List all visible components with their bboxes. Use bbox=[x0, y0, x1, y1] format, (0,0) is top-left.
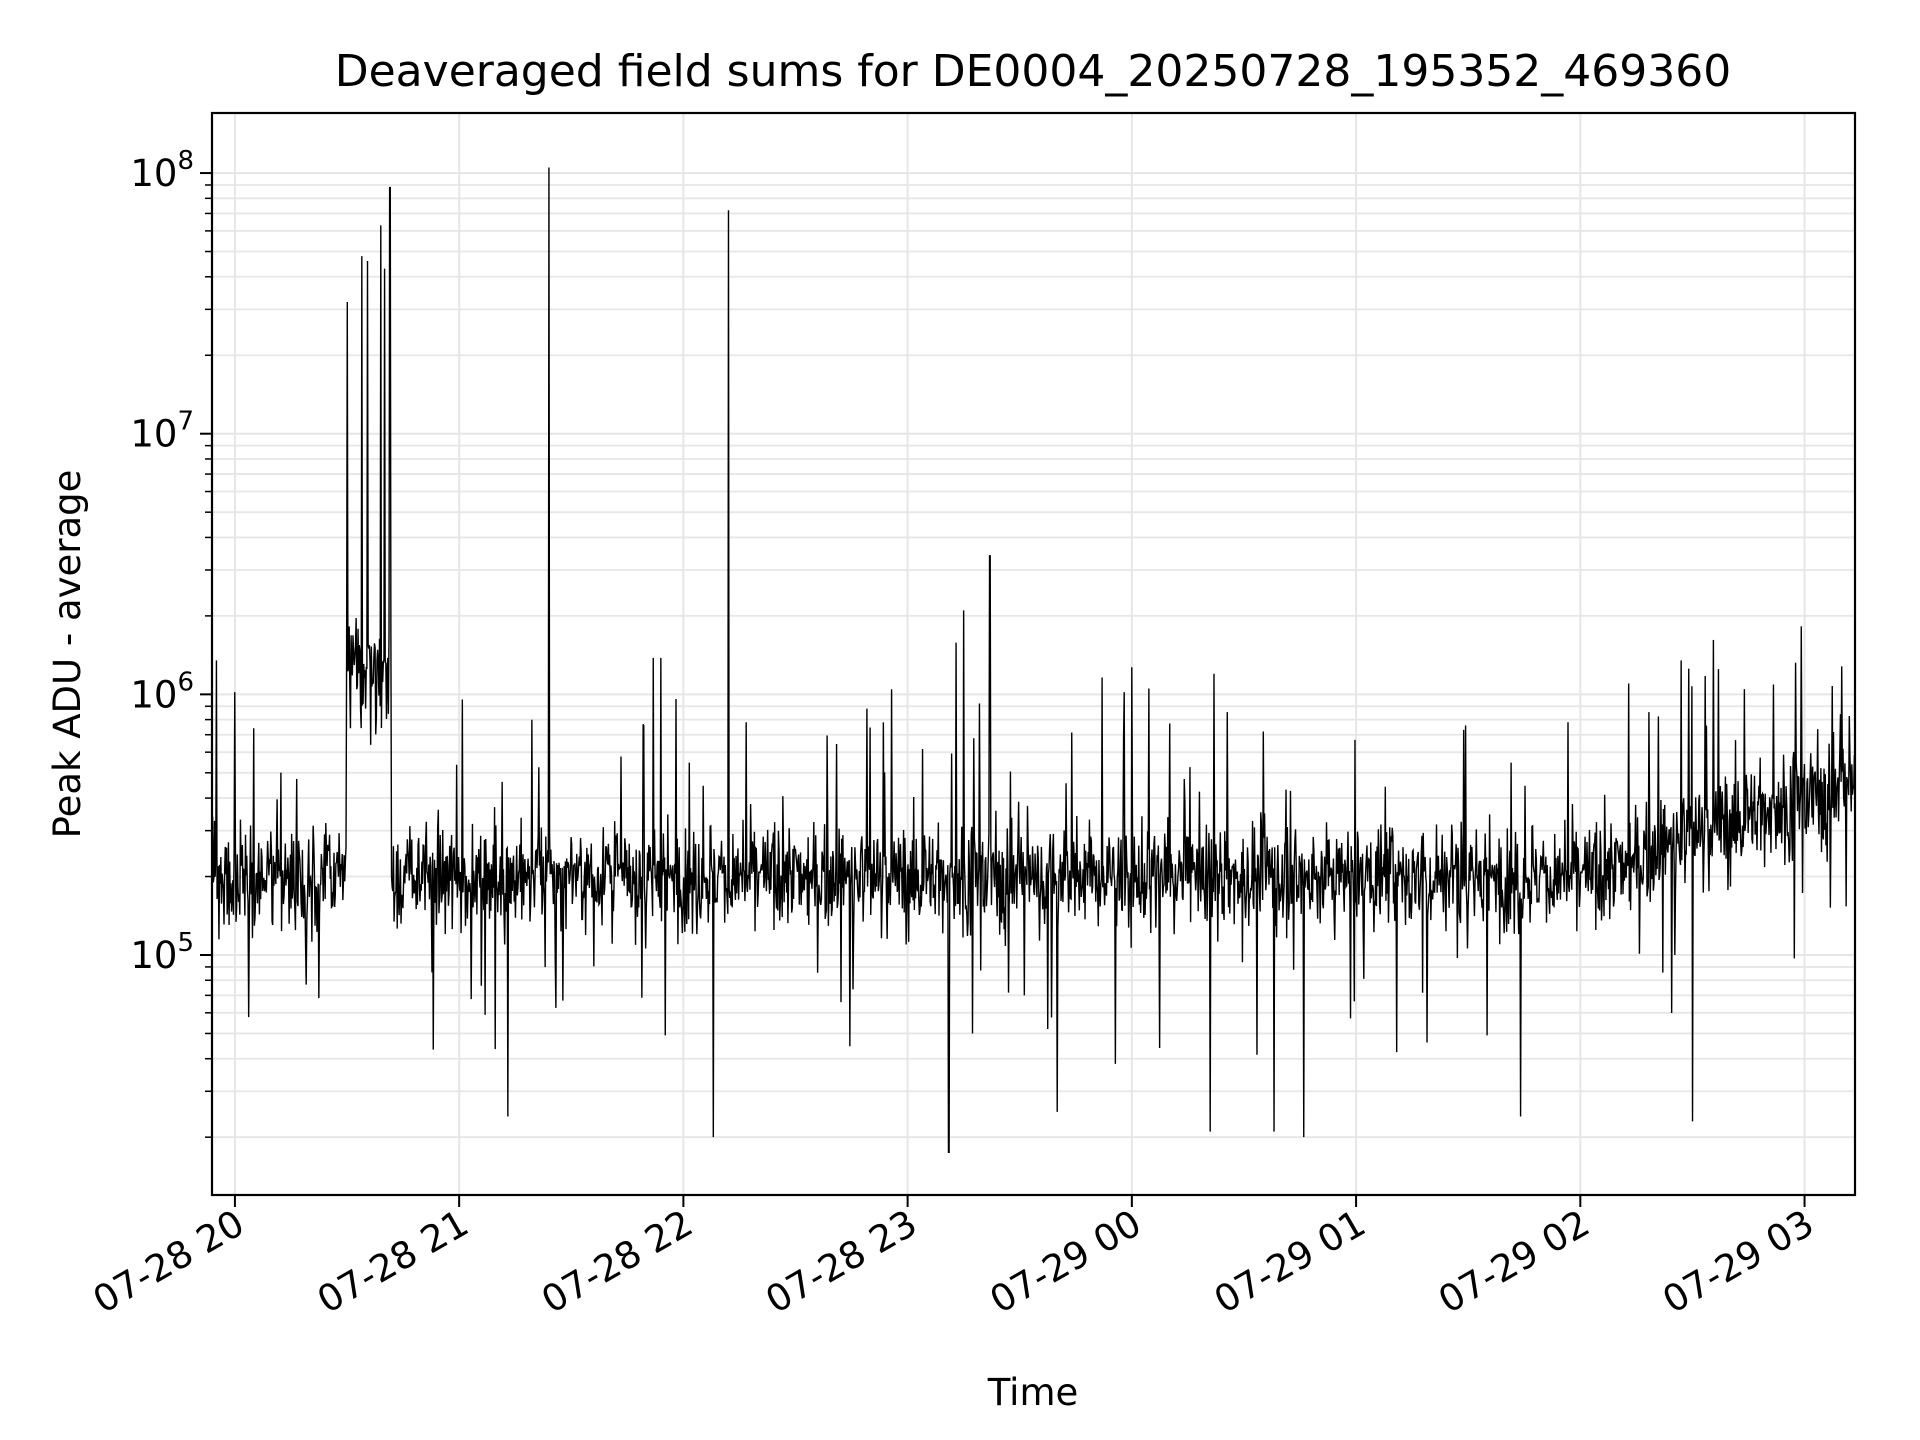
x-tick-label: 07-29 01 bbox=[1207, 1202, 1373, 1322]
y-tick-exponent: 5 bbox=[177, 928, 194, 958]
y-tick-label: 107 bbox=[130, 407, 194, 456]
x-tick-label: 07-29 03 bbox=[1655, 1202, 1821, 1322]
x-tick-label: 07-28 23 bbox=[759, 1202, 925, 1322]
y-tick-base: 10 bbox=[130, 413, 177, 456]
y-tick-label: 106 bbox=[130, 667, 194, 716]
y-tick-base: 10 bbox=[130, 673, 177, 716]
series-layer bbox=[211, 167, 1856, 1153]
plot-frame bbox=[210, 111, 1857, 1197]
x-tick-label: 07-28 22 bbox=[534, 1202, 700, 1322]
series-line bbox=[211, 167, 1856, 1153]
y-tick-exponent: 6 bbox=[177, 667, 194, 697]
y-tick-label: 108 bbox=[130, 146, 194, 195]
y-tick-base: 10 bbox=[130, 152, 177, 195]
chart-title: Deaveraged field sums for DE0004_2025072… bbox=[335, 46, 1732, 97]
y-tick-base: 10 bbox=[130, 934, 177, 977]
x-tick-label: 07-28 20 bbox=[86, 1202, 252, 1322]
y-tick-exponent: 7 bbox=[177, 407, 194, 437]
x-axis-title: Time bbox=[987, 1371, 1079, 1414]
x-tick-label: 07-28 21 bbox=[310, 1202, 476, 1322]
grid-layer bbox=[212, 113, 1855, 1195]
y-axis-title: Peak ADU - average bbox=[46, 470, 89, 839]
y-tick-label: 105 bbox=[130, 928, 194, 977]
y-tick-exponent: 8 bbox=[177, 146, 194, 176]
x-tick-label: 07-29 00 bbox=[983, 1202, 1149, 1322]
x-tick-label: 07-29 02 bbox=[1431, 1202, 1597, 1322]
